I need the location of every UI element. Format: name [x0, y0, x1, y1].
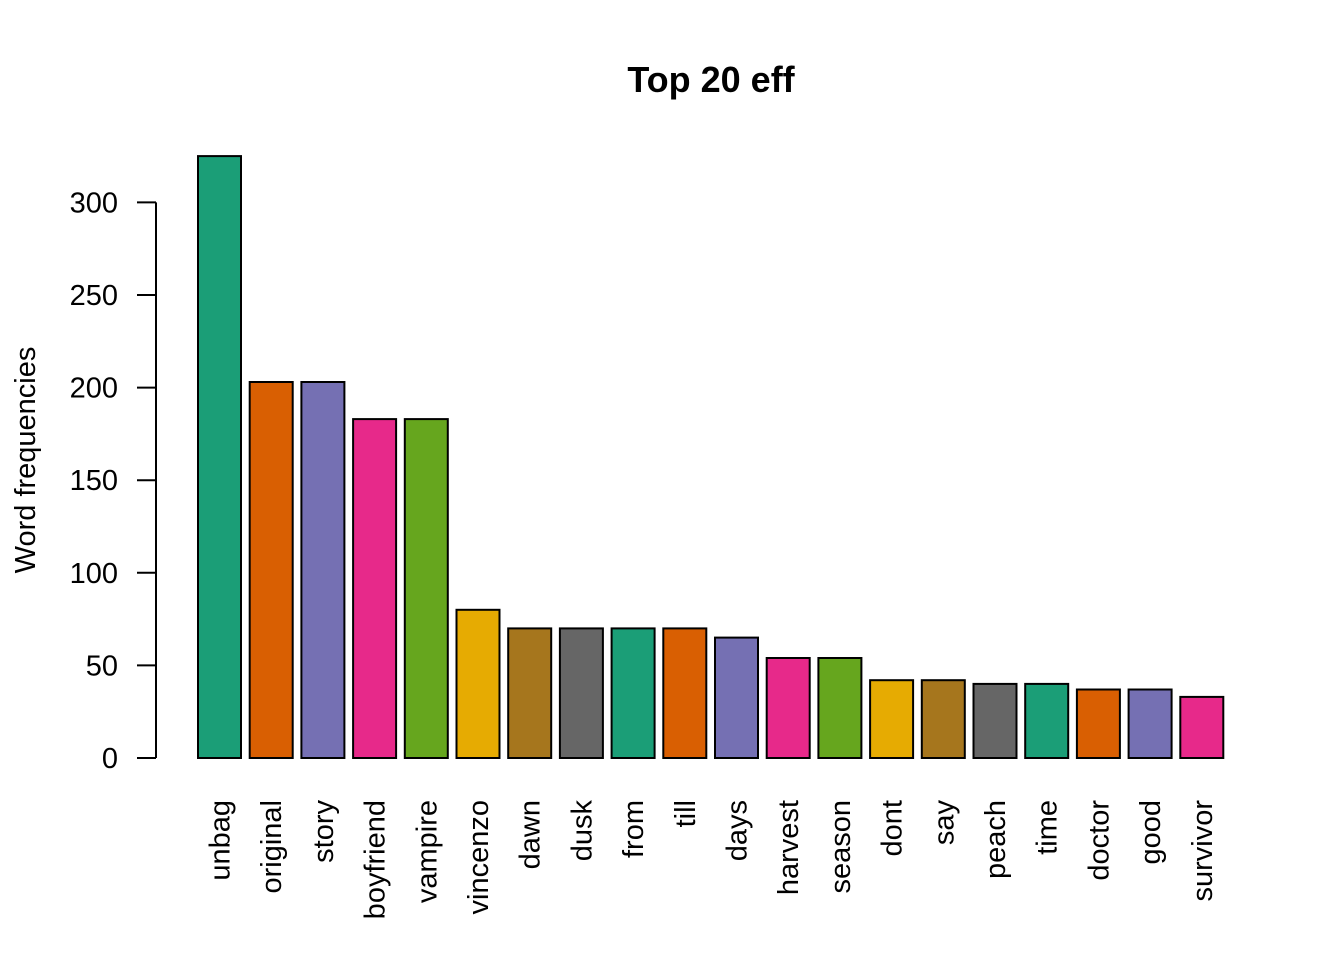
category-label-boyfriend: boyfriend — [360, 800, 392, 919]
bar-boyfriend — [352, 418, 398, 759]
category-label-vincenzo: vincenzo — [463, 800, 495, 914]
y-tick-label: 200 — [70, 373, 118, 405]
bar-vampire — [403, 418, 449, 759]
category-label-say: say — [928, 800, 960, 846]
bar-say — [920, 679, 966, 760]
bar-season — [817, 657, 863, 759]
bar-vincenzo — [455, 608, 501, 759]
category-label-good: good — [1135, 800, 1167, 865]
bar-peach — [972, 682, 1018, 760]
category-label-from: from — [618, 800, 650, 858]
y-tick-label: 50 — [86, 650, 118, 682]
bar-days — [714, 636, 759, 759]
bar-original — [248, 381, 294, 759]
y-axis-label: Word frequencies — [10, 347, 42, 574]
category-label-survivor: survivor — [1187, 800, 1219, 902]
y-axis: 0 50 100 150 200 250 300 — [70, 187, 157, 775]
bar-good — [1127, 688, 1173, 759]
category-labels: unbag original story boyfriend vampire vincen… — [205, 800, 1219, 920]
bar-dawn — [507, 627, 553, 760]
category-label-harvest: harvest — [773, 800, 805, 895]
category-label-season: season — [825, 800, 857, 894]
bar-till — [662, 627, 708, 760]
y-tick-label: 150 — [70, 465, 118, 497]
category-label-time: time — [1032, 800, 1064, 855]
category-label-story: story — [308, 800, 340, 863]
bar-from — [610, 627, 656, 760]
y-tick-label: 0 — [102, 743, 118, 775]
category-label-vampire: vampire — [411, 800, 443, 903]
category-label-days: days — [722, 800, 754, 861]
category-label-doctor: doctor — [1083, 800, 1115, 881]
bar-dusk — [558, 627, 604, 760]
bar-time — [1024, 682, 1070, 760]
bar-doctor — [1075, 688, 1121, 759]
bar-dont — [869, 679, 915, 760]
bar-unbag — [197, 155, 242, 760]
category-label-unbag: unbag — [205, 800, 237, 881]
category-label-till: till — [670, 800, 702, 827]
y-tick-label: 100 — [70, 558, 118, 590]
category-label-original: original — [256, 800, 288, 894]
y-tick-label: 250 — [70, 280, 118, 312]
bar-harvest — [765, 657, 811, 759]
bars — [197, 155, 1225, 760]
category-label-dawn: dawn — [515, 800, 547, 869]
category-label-peach: peach — [980, 800, 1012, 879]
chart-title: Top 20 eff — [627, 59, 795, 100]
bar-survivor — [1179, 695, 1225, 760]
y-tick-label: 300 — [70, 187, 118, 219]
category-label-dusk: dusk — [566, 800, 598, 862]
category-label-dont: dont — [877, 800, 909, 856]
bar-story — [300, 381, 346, 759]
